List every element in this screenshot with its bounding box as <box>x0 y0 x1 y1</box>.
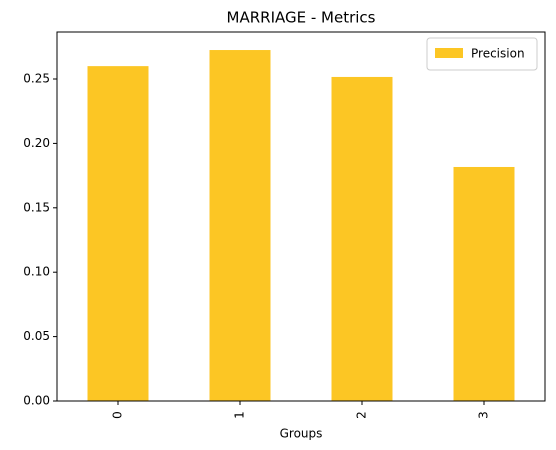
x-tick-label: 0 <box>111 411 125 419</box>
y-tick-label: 0.05 <box>23 329 50 343</box>
x-tick-label: 3 <box>477 411 491 419</box>
bar <box>87 66 149 401</box>
legend-label: Precision <box>471 47 525 61</box>
legend-swatch <box>435 48 463 58</box>
bar <box>209 50 271 402</box>
x-tick-label: 1 <box>233 411 247 419</box>
y-tick-label: 0.15 <box>23 200 50 214</box>
x-tick-label: 2 <box>355 411 369 419</box>
chart-title: MARRIAGE - Metrics <box>227 9 376 27</box>
bar <box>331 76 393 401</box>
x-axis-label: Groups <box>280 427 323 441</box>
plot-frame <box>56 31 546 402</box>
legend-frame <box>426 37 538 71</box>
y-tick-label: 0.00 <box>23 394 50 408</box>
y-tick-label: 0.20 <box>23 136 50 150</box>
y-tick-label: 0.10 <box>23 265 50 279</box>
bar <box>453 166 515 401</box>
y-tick-label: 0.25 <box>23 72 50 86</box>
